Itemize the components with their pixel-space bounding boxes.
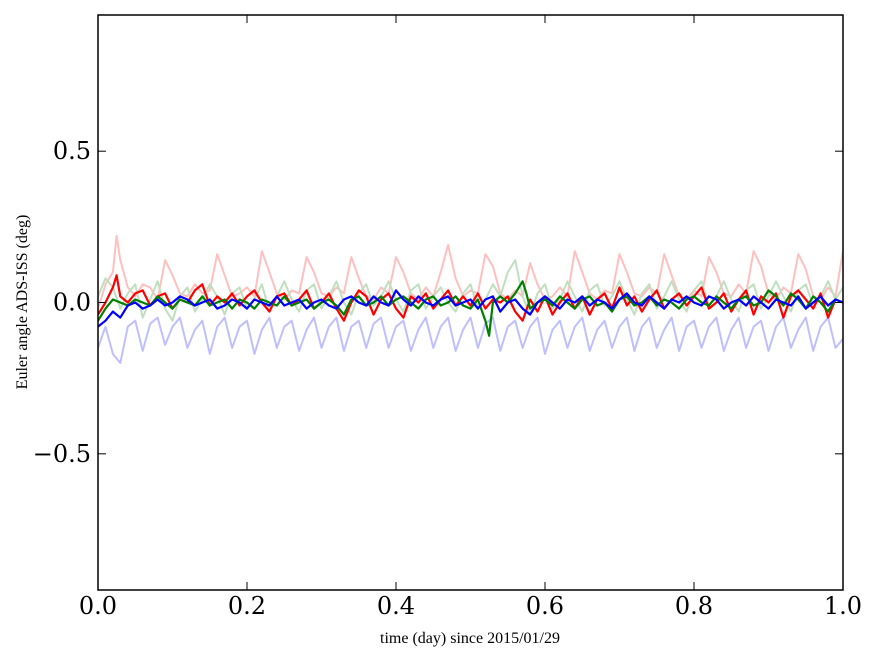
series-line-2 [98, 316, 843, 364]
series-line-3 [98, 259, 843, 322]
y-tick-label: 0.5 [53, 137, 91, 165]
x-axis-title: time (day) since 2015/01/29 [380, 630, 560, 647]
series-line-1 [98, 234, 843, 309]
x-tick-label: 0.4 [377, 592, 415, 620]
y-axis-title: Euler angle ADS-ISS (deg) [14, 215, 31, 390]
y-tick-label: 0.0 [53, 289, 91, 317]
x-tick-label: 0.8 [675, 592, 713, 620]
series-line-6 [98, 289, 843, 328]
x-tick-label: 0.0 [79, 592, 117, 620]
x-tick-label: 0.2 [228, 592, 266, 620]
x-tick-label: 1.0 [824, 592, 862, 620]
y-tick-label: −0.5 [33, 440, 91, 468]
x-tick-label: 0.6 [526, 592, 564, 620]
tick-layer: 0.0 0.2 0.4 0.6 0.8 1.0 −0.5 0.0 0.5 [33, 15, 862, 620]
series-layer [98, 234, 843, 364]
series-line-5 [98, 280, 843, 337]
